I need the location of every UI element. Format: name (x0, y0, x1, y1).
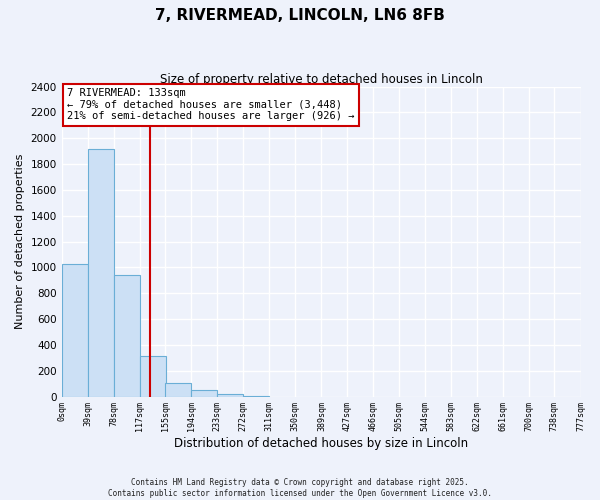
Y-axis label: Number of detached properties: Number of detached properties (15, 154, 25, 330)
Bar (114, 275, 140, 396)
Text: 7, RIVERMEAD, LINCOLN, LN6 8FB: 7, RIVERMEAD, LINCOLN, LN6 8FB (155, 8, 445, 22)
Bar (88, 148, 114, 396)
Title: Size of property relative to detached houses in Lincoln: Size of property relative to detached ho… (160, 72, 482, 86)
Bar (165, 383, 191, 396)
Bar (191, 390, 217, 396)
Text: Contains HM Land Registry data © Crown copyright and database right 2025.
Contai: Contains HM Land Registry data © Crown c… (108, 478, 492, 498)
Text: 7 RIVERMEAD: 133sqm
← 79% of detached houses are smaller (3,448)
21% of semi-det: 7 RIVERMEAD: 133sqm ← 79% of detached ho… (67, 88, 355, 122)
Bar (62, 264, 88, 396)
X-axis label: Distribution of detached houses by size in Lincoln: Distribution of detached houses by size … (174, 437, 468, 450)
Bar (217, 394, 243, 396)
Bar (140, 356, 166, 397)
